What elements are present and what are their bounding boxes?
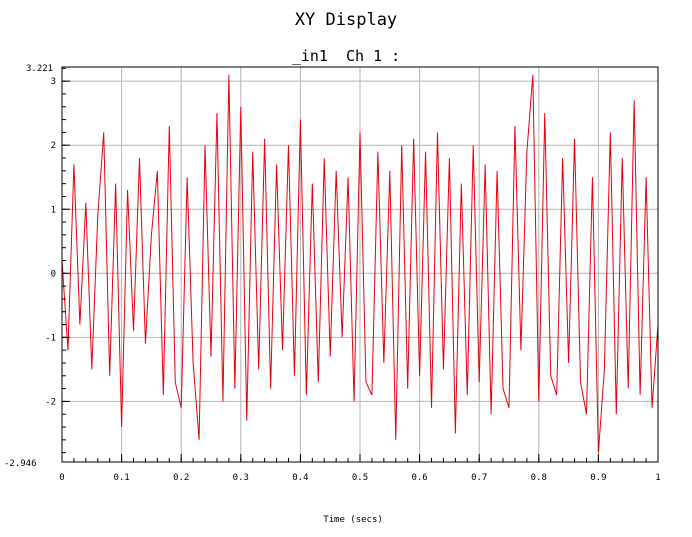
y-tick-label: -1 xyxy=(45,333,56,343)
x-tick-label: 0.1 xyxy=(113,473,129,483)
y-tick-label: 0 xyxy=(51,269,56,279)
x-axis-label: Time (secs) xyxy=(323,515,383,525)
x-tick-label: 0.4 xyxy=(292,473,308,483)
x-tick-label: 0.2 xyxy=(173,473,189,483)
y-max-label: 3.221 xyxy=(26,64,53,74)
y-min-label: -2.946 xyxy=(4,459,37,469)
x-tick-label: 0.3 xyxy=(233,473,249,483)
chart-subtitle: _in1 Ch 1 : xyxy=(291,47,401,65)
x-tick-label: 0.8 xyxy=(531,473,547,483)
tick-labels: 0 0.1 0.2 0.3 0.4 0.5 0.6 0.7 0.8 0.9 1 -2 -1 0 1 2 3 -2.… xyxy=(4,64,661,483)
x-tick-label: 0 xyxy=(59,473,64,483)
y-tick-label: -2 xyxy=(45,397,56,407)
x-tick-label: 0.6 xyxy=(411,473,427,483)
series-line xyxy=(61,74,659,453)
grid xyxy=(62,67,658,462)
y-tick-label: 3 xyxy=(51,77,56,87)
axes xyxy=(61,66,659,463)
y-tick-label: 2 xyxy=(51,141,56,151)
y-tick-label: 1 xyxy=(51,205,56,215)
x-tick-label: 0.9 xyxy=(590,473,606,483)
x-tick-label: 0.7 xyxy=(471,473,487,483)
plot-frame xyxy=(61,66,659,463)
x-tick-label: 1 xyxy=(655,473,660,483)
series-group xyxy=(61,74,659,453)
chart-title: XY Display xyxy=(294,10,398,30)
x-tick-label: 0.5 xyxy=(352,473,368,483)
